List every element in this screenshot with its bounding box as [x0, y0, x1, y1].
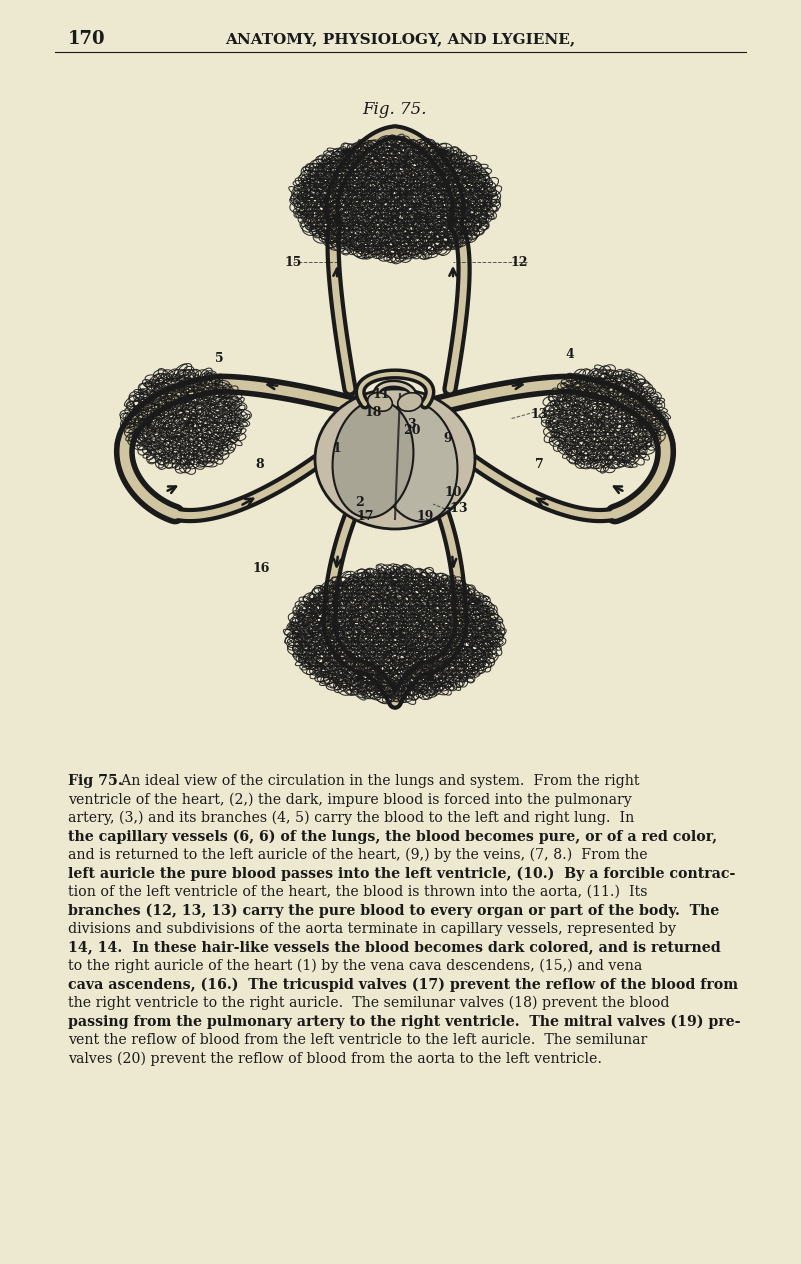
Text: ventricle of the heart, (2,) the dark, impure blood is forced into the pulmonary: ventricle of the heart, (2,) the dark, i…	[68, 793, 632, 806]
Ellipse shape	[398, 393, 422, 411]
Text: 3: 3	[407, 417, 416, 431]
Ellipse shape	[368, 393, 392, 411]
Text: 7: 7	[535, 458, 544, 470]
Text: 14, 14.  In these hair-like vessels the blood becomes dark colored, and is retur: 14, 14. In these hair-like vessels the b…	[68, 940, 721, 954]
Text: cava ascendens, (16.)  The tricuspid valves (17) prevent the reflow of the blood: cava ascendens, (16.) The tricuspid valv…	[68, 977, 739, 992]
Text: left auricle the pure blood passes into the left ventricle, (10.)  By a forcible: left auricle the pure blood passes into …	[68, 867, 735, 881]
Text: -13: -13	[445, 503, 468, 516]
Text: and is returned to the left auricle of the heart, (9,) by the veins, (7, 8.)  Fr: and is returned to the left auricle of t…	[68, 848, 648, 862]
Text: 4: 4	[565, 348, 574, 360]
Text: artery, (3,) and its branches (4, 5) carry the blood to the left and right lung.: artery, (3,) and its branches (4, 5) car…	[68, 811, 634, 825]
Ellipse shape	[315, 389, 475, 530]
Text: 9: 9	[443, 432, 452, 445]
Text: 16: 16	[252, 562, 269, 575]
Text: 11: 11	[373, 388, 391, 401]
Text: 1: 1	[333, 442, 342, 455]
Text: 10: 10	[445, 485, 462, 498]
Ellipse shape	[332, 401, 413, 518]
Text: 2: 2	[355, 495, 364, 508]
Text: passing from the pulmonary artery to the right ventricle.  The mitral valves (19: passing from the pulmonary artery to the…	[68, 1015, 740, 1029]
Text: ANATOMY, PHYSIOLOGY, AND LYGIENE,: ANATOMY, PHYSIOLOGY, AND LYGIENE,	[225, 32, 575, 46]
Text: 6: 6	[186, 417, 195, 431]
Text: 14: 14	[386, 187, 404, 201]
Text: the capillary vessels (6, 6) of the lungs, the blood becomes pure, or of a red c: the capillary vessels (6, 6) of the lung…	[68, 829, 717, 844]
Text: branches (12, 13, 13) carry the pure blood to every organ or part of the body.  : branches (12, 13, 13) carry the pure blo…	[68, 904, 719, 918]
Text: 12: 12	[510, 255, 528, 268]
Text: tion of the left ventricle of the heart, the blood is thrown into the aorta, (11: tion of the left ventricle of the heart,…	[68, 885, 647, 899]
Text: 14: 14	[386, 627, 404, 641]
Text: 170: 170	[68, 30, 106, 48]
Text: 8: 8	[255, 458, 264, 470]
Text: 6: 6	[596, 417, 604, 431]
Text: 19: 19	[417, 509, 434, 522]
Text: 18: 18	[365, 406, 382, 418]
Text: vent the reflow of blood from the left ventricle to the left auricle.  The semil: vent the reflow of blood from the left v…	[68, 1033, 647, 1047]
Text: 5: 5	[215, 353, 223, 365]
Text: 20: 20	[403, 423, 421, 436]
Text: to the right auricle of the heart (1) by the vena cava descendens, (15,) and ven: to the right auricle of the heart (1) by…	[68, 959, 642, 973]
Ellipse shape	[376, 402, 457, 522]
Text: Fig 75.: Fig 75.	[68, 774, 123, 787]
Text: 15: 15	[285, 255, 302, 268]
Text: Fig. 75.: Fig. 75.	[363, 101, 427, 118]
Text: 13: 13	[530, 407, 547, 421]
Text: An ideal view of the circulation in the lungs and system.  From the right: An ideal view of the circulation in the …	[112, 774, 640, 787]
Text: valves (20) prevent the reflow of blood from the aorta to the left ventricle.: valves (20) prevent the reflow of blood …	[68, 1052, 602, 1066]
Text: divisions and subdivisions of the aorta terminate in capillary vessels, represen: divisions and subdivisions of the aorta …	[68, 921, 676, 937]
Text: 17: 17	[357, 509, 375, 522]
Text: the right ventricle to the right auricle.  The semilunar valves (18) prevent the: the right ventricle to the right auricle…	[68, 996, 670, 1010]
